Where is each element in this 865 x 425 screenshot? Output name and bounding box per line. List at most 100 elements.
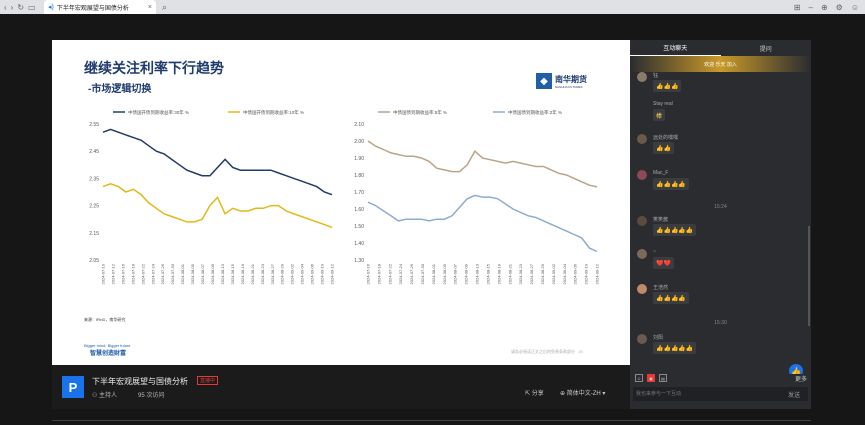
- company-logo: ◆ 南华期货 NANHUA FUTURES: [536, 73, 587, 89]
- x-tick-label: 2024-08-23: [260, 263, 265, 284]
- x-tick-label: 2024-07-24: [150, 263, 155, 284]
- tab-questions[interactable]: 提问: [759, 46, 772, 53]
- x-tick-label: 2024-08-23: [518, 263, 523, 284]
- y-tick-label: 1.80: [354, 173, 364, 179]
- y-tick-label: 2.45: [89, 149, 99, 155]
- source-note: 来源：iFinD，南华研究: [84, 317, 126, 322]
- avatar: [637, 72, 647, 82]
- globe-icon[interactable]: ⊕: [820, 2, 828, 12]
- slogan-cn: 智慧创造财富: [90, 351, 127, 357]
- menu-icon[interactable]: ▭: [28, 2, 36, 12]
- x-tick-label: 2024-07-12: [110, 263, 115, 284]
- image-icon[interactable]: ▤: [659, 374, 667, 382]
- x-tick-label: 2024-08-05: [442, 263, 447, 284]
- x-tick-label: 2024-07-24: [398, 263, 403, 284]
- x-tick-label: 2024-09-06: [573, 263, 578, 284]
- x-tick-label: 2024-08-09: [464, 263, 469, 284]
- x-tick-label: 2024-09-10: [320, 263, 325, 284]
- like-icon[interactable]: 👍: [789, 364, 803, 374]
- share-icon: ⇱: [525, 391, 532, 397]
- chat-toolbar: ☺ ▣ ▤ 更多: [630, 372, 811, 384]
- forward-icon[interactable]: ›: [10, 2, 14, 12]
- visit-count: 95 次访问: [138, 393, 165, 399]
- x-tick-label: 2024-09-02: [551, 263, 556, 284]
- more-button[interactable]: 更多: [794, 376, 807, 383]
- share-button[interactable]: ⇱ 分享: [525, 391, 544, 397]
- x-tick-label: 2024-07-26: [409, 263, 414, 284]
- message-list[interactable]: 钰 👍👍👍 Stay real 棒 远处的嘿嘿 👍👍 Mac_F 👍👍👍👍 15…: [630, 72, 811, 374]
- x-tick-label: 2024-08-27: [270, 263, 275, 284]
- avatar: [637, 170, 647, 180]
- y-tick-label: 1.50: [354, 224, 364, 230]
- x-tick-label: 2024-07-22: [140, 263, 145, 284]
- x-tick-label: 2024-08-29: [280, 263, 285, 284]
- legend-label: 中债国开债到期收益率:10年 %: [243, 109, 304, 116]
- x-tick-label: 2024-07-30: [170, 263, 175, 284]
- settings-icon[interactable]: ⚙: [835, 2, 843, 12]
- logo-mark-icon: ◆: [536, 73, 552, 89]
- y-tick-label: 2.35: [89, 176, 99, 182]
- x-tick-label: 2024-07-22: [387, 263, 392, 284]
- tab-chat[interactable]: 互动聊天: [630, 40, 721, 56]
- close-icon[interactable]: ×: [147, 3, 152, 11]
- stream-info-bar: P 下半年宏观展望与国债分析 直播中 ⚇ 主持人 95 次访问 ⇱ 分享 ⊕ 简…: [52, 365, 630, 409]
- x-tick-label: 2024-07-16: [120, 263, 125, 284]
- x-tick-label: 2024-08-01: [180, 263, 185, 284]
- tab-title: 下半年宏观展望与国债分析: [56, 5, 129, 12]
- timestamp: 15:30: [714, 320, 727, 326]
- y-tick-label: 2.15: [89, 231, 99, 237]
- series-line: [367, 194, 598, 253]
- globe-icon: ⊕: [560, 391, 567, 397]
- x-tick-label: 2024-07-30: [420, 263, 425, 284]
- y-tick-label: 1.70: [354, 190, 364, 196]
- browser-tab[interactable]: ◂) 下半年宏观展望与国债分析 ×: [44, 0, 156, 14]
- extension-icon[interactable]: ⊞: [793, 2, 801, 12]
- stream-title: 下半年宏观展望与国债分析: [92, 377, 188, 386]
- disclaimer-note: 请务必阅读正文之后的免责条款部分 20: [511, 349, 583, 354]
- avatar: [637, 249, 647, 259]
- profile-icon[interactable]: ☺: [850, 2, 859, 12]
- x-tick-label: 2024-08-19: [496, 263, 501, 284]
- gift-icon[interactable]: ▣: [647, 374, 655, 382]
- emoji-icon[interactable]: ☺: [635, 374, 643, 382]
- legend-label: 中债国债到期收益率:5年 %: [393, 109, 447, 116]
- chat-scrollbar[interactable]: [808, 226, 810, 326]
- slide-title: 继续关注利率下行趋势: [84, 60, 224, 76]
- logo-name-cn: 南华期货: [555, 74, 587, 84]
- language-button[interactable]: ⊕ 简体中文-ZH ▾: [560, 391, 606, 397]
- x-tick-label: 2024-08-01: [431, 263, 436, 284]
- avatar: [637, 334, 647, 344]
- x-tick-label: 2024-08-21: [250, 263, 255, 284]
- x-tick-label: 2024-07-16: [366, 263, 371, 284]
- x-tick-label: 2024-09-06: [310, 263, 315, 284]
- x-tick-label: 2024-08-05: [190, 263, 195, 284]
- back-icon[interactable]: ‹: [4, 2, 7, 12]
- x-tick-label: 2024-09-12: [330, 263, 335, 284]
- divider: [52, 420, 811, 421]
- chat-input[interactable]: [633, 387, 780, 401]
- window-controls: ⊞ – ⊕ ⚙ ☺: [794, 3, 865, 12]
- x-tick-label: 2024-08-19: [240, 263, 245, 284]
- presentation-slide: 继续关注利率下行趋势 -市场逻辑切换 ◆ 南华期货 NANHUA FUTURES…: [52, 40, 630, 365]
- reload-icon[interactable]: ↻: [17, 2, 25, 12]
- new-tab-icon[interactable]: ⌕: [162, 1, 168, 12]
- avatar: [637, 284, 647, 294]
- chat-tabs: 互动聊天 提问: [630, 40, 811, 56]
- y-tick-label: 1.60: [354, 207, 364, 213]
- legend-label: 中债国债到期收益率:2年 %: [508, 109, 562, 116]
- send-button[interactable]: 发送: [787, 392, 800, 399]
- live-badge: 直播中: [197, 376, 219, 385]
- x-tick-label: 2024-08-09: [210, 263, 215, 284]
- minimize-icon[interactable]: –: [808, 2, 813, 12]
- host-label: ⚇ 主持人: [92, 393, 118, 399]
- user-icon: ⚇: [92, 393, 100, 399]
- chart-left: 中债国开债到期收益率:30年 % 中债国开债到期收益率:10年 % 2.55 2.45…: [89, 109, 335, 284]
- y-tick-label: 2.10: [354, 122, 364, 128]
- y-tick-label: 1.30: [354, 258, 364, 264]
- x-tick-label: 2024-07-18: [376, 263, 381, 284]
- x-tick-label: 2024-08-27: [529, 263, 534, 284]
- sound-icon: ◂): [48, 4, 54, 11]
- series-line: [367, 140, 598, 188]
- x-tick-label: 2024-08-13: [220, 263, 225, 284]
- y-tick-label: 1.40: [354, 241, 364, 247]
